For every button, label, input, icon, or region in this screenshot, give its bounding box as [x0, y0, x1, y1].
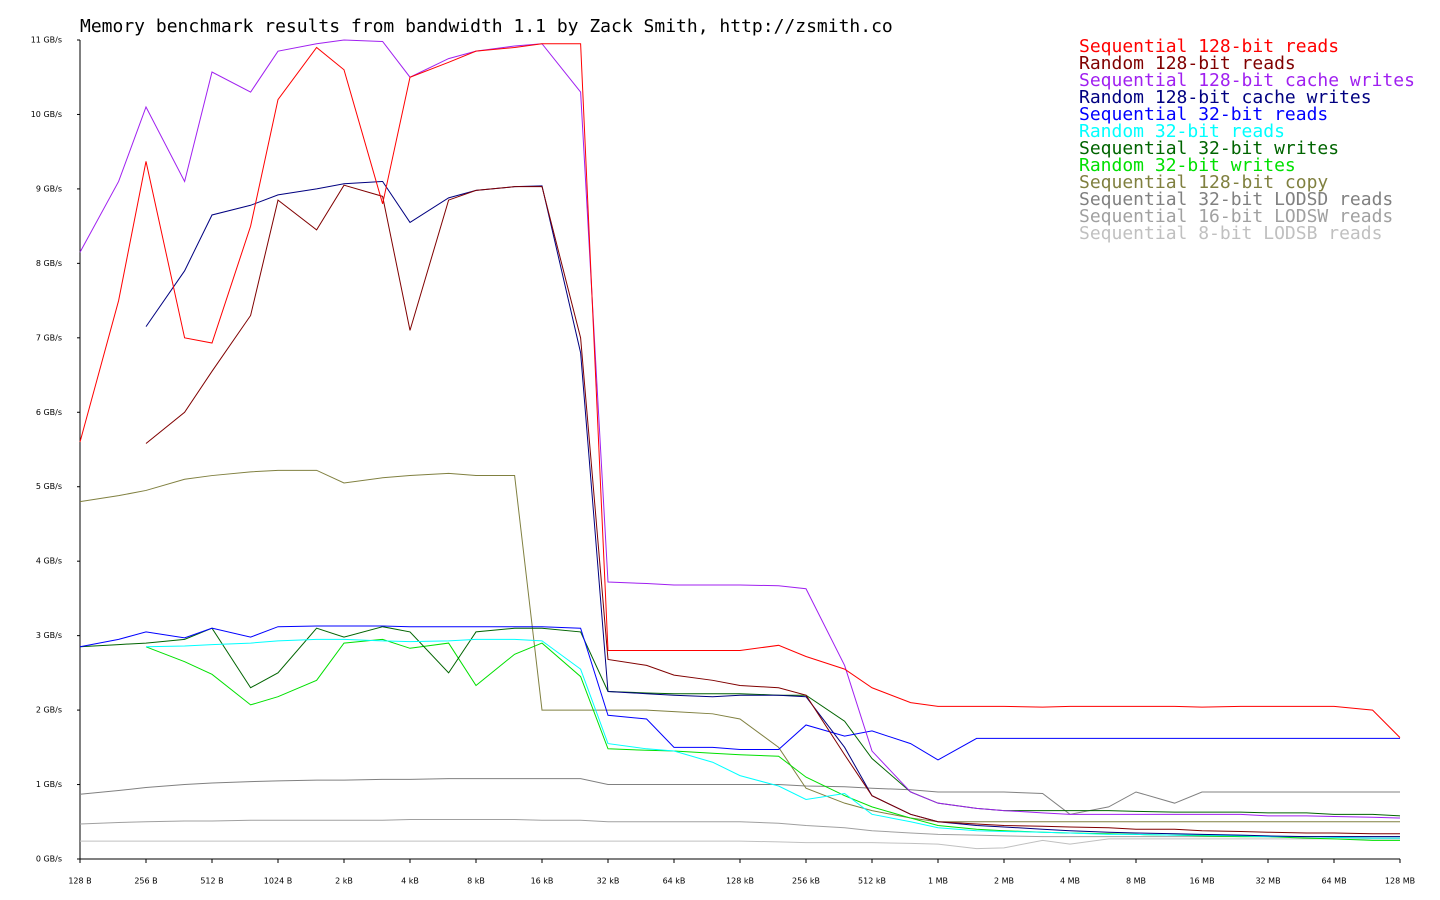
series-line — [79, 625, 1400, 761]
legend-entry: Random 32-bit reads — [1079, 121, 1285, 142]
x-tick-label: 128 MB — [1385, 877, 1415, 886]
chart-title: Memory benchmark results from bandwidth … — [80, 16, 893, 37]
x-tick-label: 128 kB — [726, 877, 754, 886]
x-tick-label: 8 MB — [1126, 877, 1146, 886]
legend-entry: Sequential 128-bit cache writes — [1079, 70, 1415, 91]
x-tick-label: 1 MB — [928, 877, 948, 886]
x-tick-label: 256 kB — [792, 877, 820, 886]
x-tick-label: 4 kB — [401, 877, 419, 886]
x-tick-label: 32 MB — [1255, 877, 1280, 886]
x-tick-label: 16 kB — [531, 877, 554, 886]
x-tick-label: 16 MB — [1189, 877, 1214, 886]
series-line — [80, 838, 1400, 850]
y-tick-label: 7 GB/s — [36, 333, 62, 342]
series-line — [145, 180, 1400, 838]
series-line — [79, 469, 1400, 823]
y-tick-label: 5 GB/s — [36, 482, 62, 491]
legend-entry: Sequential 32-bit LODSD reads — [1079, 189, 1393, 210]
y-tick-label: 3 GB/s — [36, 631, 62, 640]
legend-entry: Sequential 16-bit LODSW reads — [1079, 206, 1393, 227]
series-line — [79, 778, 1400, 815]
y-tick-label: 9 GB/s — [36, 184, 62, 193]
legend-entry: Random 32-bit writes — [1079, 155, 1296, 176]
y-tick-label: 8 GB/s — [36, 259, 62, 268]
series-line — [79, 39, 1401, 819]
x-tick-label: 128 B — [68, 877, 91, 886]
series-line — [145, 184, 1400, 835]
y-tick-label: 4 GB/s — [36, 557, 62, 566]
y-tick-label: 11 GB/s — [31, 36, 62, 45]
legend-entry: Random 128-bit cache writes — [1079, 87, 1372, 108]
series-line — [79, 43, 1401, 738]
legend-entry: Random 128-bit reads — [1079, 53, 1296, 74]
x-tick-label: 256 B — [134, 877, 157, 886]
legend-entry: Sequential 128-bit copy — [1079, 172, 1328, 193]
x-tick-label: 64 kB — [663, 877, 686, 886]
series-line — [79, 626, 1401, 817]
x-tick-label: 2 kB — [335, 877, 353, 886]
x-tick-label: 32 kB — [597, 877, 620, 886]
legend-entry: Sequential 128-bit reads — [1079, 36, 1339, 57]
x-tick-label: 64 MB — [1321, 877, 1346, 886]
legend-entry: Sequential 8-bit LODSB reads — [1079, 223, 1382, 244]
series-line — [79, 819, 1400, 838]
series-line — [145, 638, 1400, 841]
y-tick-label: 1 GB/s — [36, 780, 62, 789]
x-tick-label: 4 MB — [1060, 877, 1080, 886]
x-tick-label: 512 kB — [858, 877, 886, 886]
series-line — [145, 638, 1400, 839]
legend-entry: Sequential 32-bit writes — [1079, 138, 1339, 159]
y-tick-label: 0 GB/s — [36, 855, 62, 864]
x-tick-label: 2 MB — [994, 877, 1014, 886]
y-tick-label: 6 GB/s — [36, 408, 62, 417]
legend-entry: Sequential 32-bit reads — [1079, 104, 1328, 125]
y-tick-label: 2 GB/s — [36, 706, 62, 715]
y-tick-label: 10 GB/s — [31, 110, 62, 119]
x-tick-label: 8 kB — [467, 877, 485, 886]
x-tick-label: 512 B — [200, 877, 223, 886]
x-tick-label: 1024 B — [264, 877, 292, 886]
